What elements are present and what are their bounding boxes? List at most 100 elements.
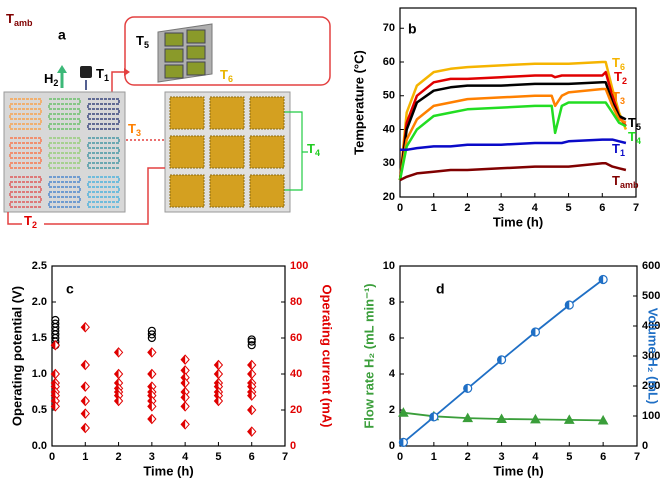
label-sub: amb bbox=[620, 180, 639, 190]
y-tick-label: 20 bbox=[383, 191, 395, 203]
label-main: T bbox=[612, 141, 620, 156]
triangle bbox=[530, 413, 541, 424]
diamond-half bbox=[114, 369, 119, 379]
pv-cell bbox=[209, 135, 245, 169]
x-tick-label: 2 bbox=[116, 451, 122, 463]
marker bbox=[398, 437, 408, 447]
x-tick-label: 0 bbox=[397, 451, 403, 463]
y2-tick-label: 100 bbox=[290, 260, 308, 272]
diagram: Tamb a T5 T6 H2 T1 T3 T4 T2 bbox=[3, 11, 331, 230]
x-tick-label: 2 bbox=[465, 451, 471, 463]
marker bbox=[147, 368, 157, 380]
diamond-half bbox=[51, 340, 56, 350]
label-main: T bbox=[128, 121, 136, 136]
x-tick-label: 1 bbox=[82, 451, 88, 463]
marker bbox=[247, 335, 256, 344]
t2-wire bbox=[7, 167, 165, 225]
marker bbox=[247, 390, 257, 401]
diamond-half bbox=[247, 427, 252, 437]
x-tick-label: 3 bbox=[499, 451, 505, 463]
y-tick-label: 6 bbox=[389, 332, 395, 344]
x-tick-label: 4 bbox=[182, 451, 189, 463]
marker bbox=[51, 319, 60, 328]
diamond-half bbox=[181, 401, 186, 411]
circle bbox=[247, 337, 256, 346]
series-label: T1 bbox=[612, 141, 625, 158]
y-tick-label: 0 bbox=[389, 440, 395, 452]
electrolyzer-channel bbox=[9, 137, 42, 169]
diamond-half bbox=[51, 369, 56, 379]
panel-label: c bbox=[66, 281, 74, 297]
y2-tick-label: 0 bbox=[642, 440, 648, 452]
triangle bbox=[597, 414, 609, 425]
label-sub: 3 bbox=[620, 96, 625, 106]
y-tick-label: 0.0 bbox=[32, 440, 47, 452]
arrow bbox=[111, 71, 124, 92]
x-tick-label: 7 bbox=[634, 451, 640, 463]
label-sub: 6 bbox=[620, 62, 625, 72]
circle bbox=[247, 341, 256, 350]
label-sub: 1 bbox=[104, 73, 109, 83]
circle bbox=[51, 319, 60, 328]
diamond-half bbox=[81, 322, 86, 332]
x-tick-label: 4 bbox=[532, 202, 539, 214]
x-tick-label: 7 bbox=[282, 451, 288, 463]
h2-label: H2 bbox=[44, 71, 58, 88]
diamond-half bbox=[214, 396, 219, 406]
marker bbox=[113, 347, 124, 358]
marker bbox=[180, 354, 190, 365]
label-sub: 4 bbox=[636, 136, 641, 146]
pv-cell bbox=[169, 96, 205, 130]
marker bbox=[80, 408, 90, 419]
y-axis-label: Operating potential (V) bbox=[9, 286, 24, 426]
circle-half bbox=[599, 275, 604, 284]
label-main: H bbox=[44, 71, 53, 86]
diamond-half bbox=[247, 360, 252, 370]
diamond-half bbox=[81, 382, 86, 392]
x-axis-label: Time (h) bbox=[493, 463, 543, 478]
label-sub: amb bbox=[14, 18, 33, 28]
y-tick-label: 2 bbox=[389, 404, 395, 416]
triangle bbox=[398, 407, 409, 417]
marker bbox=[80, 422, 90, 434]
diamond-half bbox=[247, 369, 252, 379]
marker bbox=[147, 347, 157, 358]
marker bbox=[496, 355, 507, 365]
pv-cell bbox=[209, 174, 245, 208]
pv-cell bbox=[209, 96, 245, 130]
label-sub: 5 bbox=[636, 122, 641, 132]
label-sub: 6 bbox=[228, 74, 233, 84]
label-main: T bbox=[24, 213, 32, 228]
y-tick-label: 30 bbox=[383, 157, 395, 169]
diamond-half bbox=[214, 369, 219, 379]
arrowhead bbox=[57, 65, 67, 73]
marker bbox=[247, 368, 257, 380]
x-axis-label: Time (h) bbox=[493, 214, 543, 229]
y2-tick-label: 400 bbox=[642, 320, 660, 332]
label-main: T bbox=[307, 141, 315, 156]
marker bbox=[147, 401, 157, 412]
t-amb-label: Tamb bbox=[6, 11, 33, 28]
label-main: T bbox=[612, 173, 620, 188]
diamond-half bbox=[247, 405, 252, 415]
diamond-half bbox=[147, 347, 152, 357]
series-label: Tamb bbox=[612, 173, 639, 190]
diamond-half bbox=[181, 378, 186, 388]
y-tick-label: 10 bbox=[383, 260, 395, 272]
marker bbox=[429, 412, 439, 422]
marker bbox=[80, 395, 90, 407]
y-tick-label: 60 bbox=[383, 56, 395, 68]
x-tick-label: 3 bbox=[498, 202, 504, 214]
marker bbox=[180, 419, 190, 430]
y2-tick-label: 20 bbox=[290, 404, 302, 416]
marker bbox=[247, 404, 257, 416]
marker bbox=[113, 395, 124, 407]
marker bbox=[147, 326, 156, 335]
marker bbox=[213, 359, 224, 371]
label-main: T bbox=[612, 89, 620, 104]
x-tick-label: 1 bbox=[431, 202, 437, 214]
pv-cell bbox=[169, 174, 205, 208]
diamond-half bbox=[147, 369, 152, 379]
marker bbox=[213, 395, 224, 407]
x-tick-label: 7 bbox=[633, 202, 639, 214]
